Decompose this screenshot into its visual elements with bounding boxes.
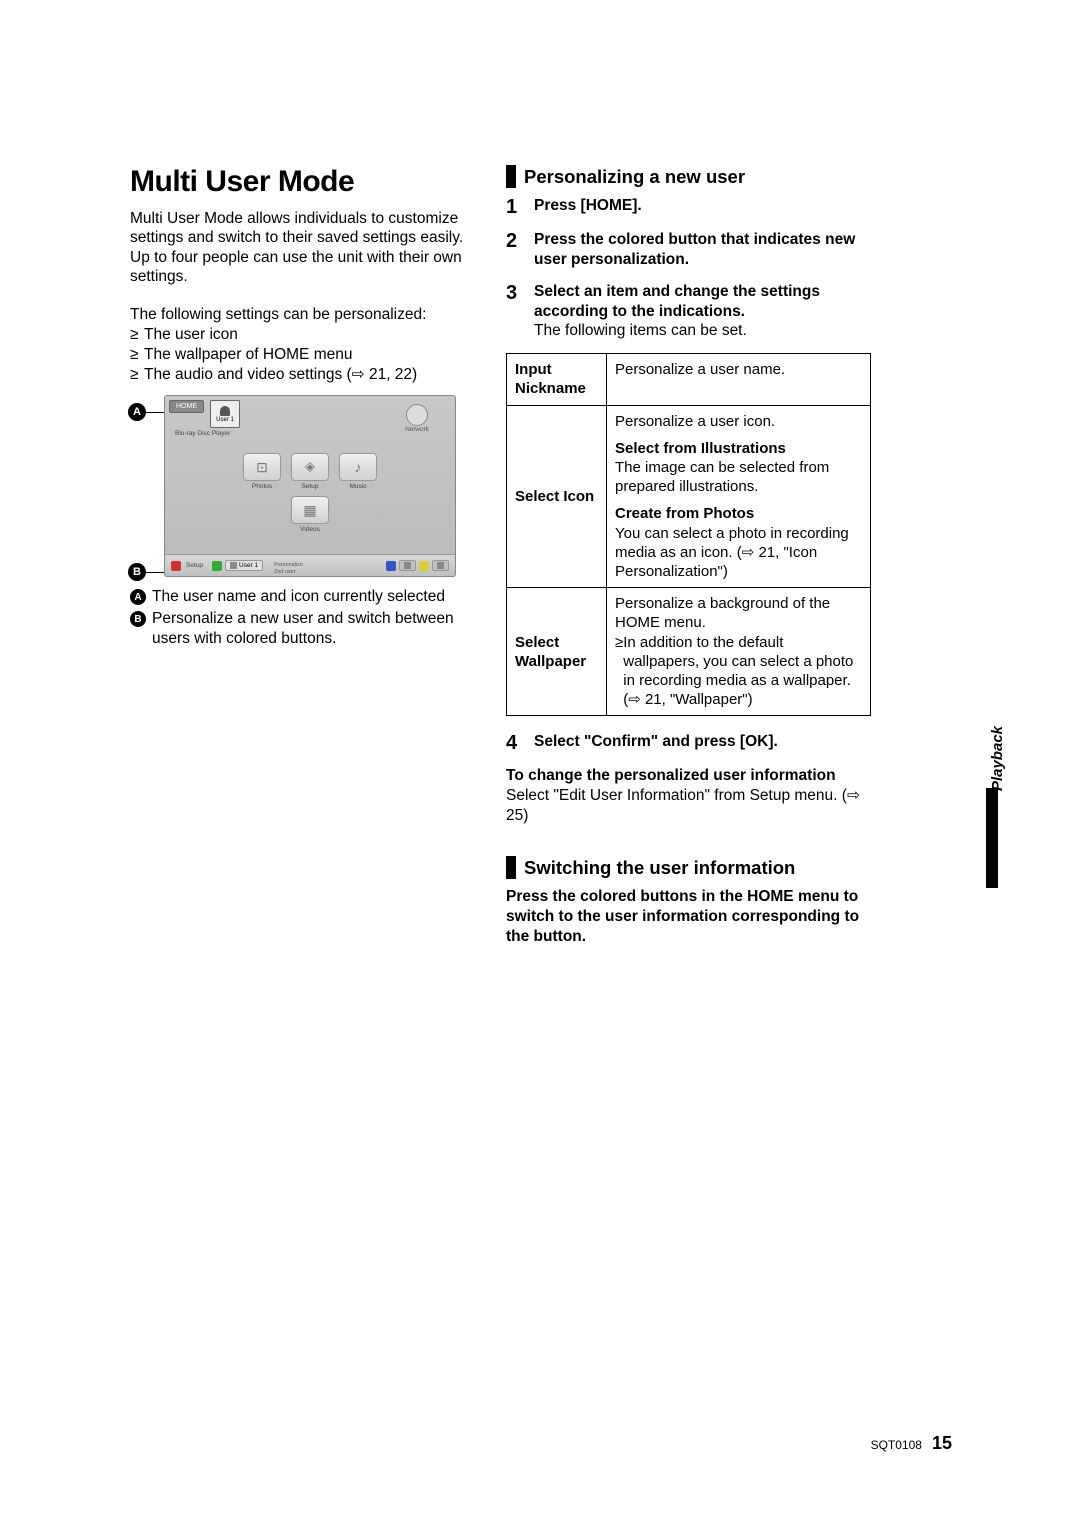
user-pill: User 1 (225, 560, 263, 571)
side-tab-label: Playback (989, 726, 1006, 791)
legend-marker-b: B (130, 611, 146, 627)
step-number-3: 3 (506, 282, 524, 341)
settings-table: Input Nickname Personalize a user name. … (506, 353, 871, 716)
change-heading: To change the personalized user informat… (506, 767, 836, 784)
table-row-3-label: Select Wallpaper (507, 588, 607, 716)
user-box: User 1 (210, 400, 240, 428)
step-4-text: Select "Confirm" and press [OK]. (534, 733, 778, 750)
page-title: Multi User Mode (130, 165, 468, 199)
bullet-2: The wallpaper of HOME menu (144, 345, 352, 365)
page-number: 15 (932, 1433, 952, 1454)
section-switching: Switching the user information (524, 856, 795, 879)
user-pill-2 (399, 560, 416, 571)
home-box: HOME (169, 400, 204, 413)
bullet-1: The user icon (144, 325, 238, 345)
yellow-button-icon (419, 561, 429, 571)
red-button-icon (171, 561, 181, 571)
legend-marker-a: A (130, 589, 146, 605)
step-1-text: Press [HOME]. (534, 197, 642, 214)
network-icon: Network (397, 404, 437, 434)
step-number-4: 4 (506, 732, 524, 754)
setup-item: 🞛Setup (290, 453, 330, 490)
legend-text-b: Personalize a new user and switch betwee… (152, 609, 468, 649)
step-2-text: Press the colored button that indicates … (534, 231, 855, 268)
switch-body: Press the colored buttons in the HOME me… (506, 888, 859, 945)
table-row-3-value: Personalize a background of the HOME men… (607, 588, 871, 716)
table-row-1-label: Input Nickname (507, 354, 607, 405)
table-row-2-value: Personalize a user icon. Select from Ill… (607, 405, 871, 588)
personalize-label: Personalize (274, 562, 303, 568)
table-row-2-label: Select Icon (507, 405, 607, 588)
device-screenshot: A B HOME User 1 Blu-ray Disc Player (130, 395, 468, 577)
videos-item: ▦Videos (290, 496, 330, 533)
side-tab: Playback (967, 718, 985, 938)
page-footer: SQT0108 15 (871, 1433, 952, 1454)
change-body: Select "Edit User Information" from Setu… (506, 787, 860, 824)
second-user-label: 2nd user (274, 569, 295, 575)
user-pill-3 (432, 560, 449, 571)
setup-label: Setup (186, 562, 203, 569)
green-button-icon (212, 561, 222, 571)
legend-text-a: The user name and icon currently selecte… (152, 587, 445, 607)
legend: A The user name and icon currently select… (130, 587, 468, 649)
step-number-2: 2 (506, 230, 524, 270)
blue-button-icon (386, 561, 396, 571)
callout-marker-b: B (128, 563, 146, 581)
footer-code: SQT0108 (871, 1438, 922, 1452)
step-number-1: 1 (506, 196, 524, 218)
bullet-3: The audio and video settings (⇨ 21, 22) (144, 365, 417, 385)
list-heading: The following settings can be personaliz… (130, 305, 468, 325)
personalize-list: The following settings can be personaliz… (130, 305, 468, 386)
step-3-subtext: The following items can be set. (534, 321, 871, 341)
music-item: ♪Music (338, 453, 378, 490)
table-row-1-value: Personalize a user name. (607, 354, 871, 405)
step-3-text: Select an item and change the settings a… (534, 283, 820, 320)
callout-marker-a: A (128, 403, 146, 421)
section-personalizing: Personalizing a new user (524, 165, 745, 188)
intro-text: Multi User Mode allows individuals to cu… (130, 209, 468, 287)
photos-item: ⊡Photos (242, 453, 282, 490)
